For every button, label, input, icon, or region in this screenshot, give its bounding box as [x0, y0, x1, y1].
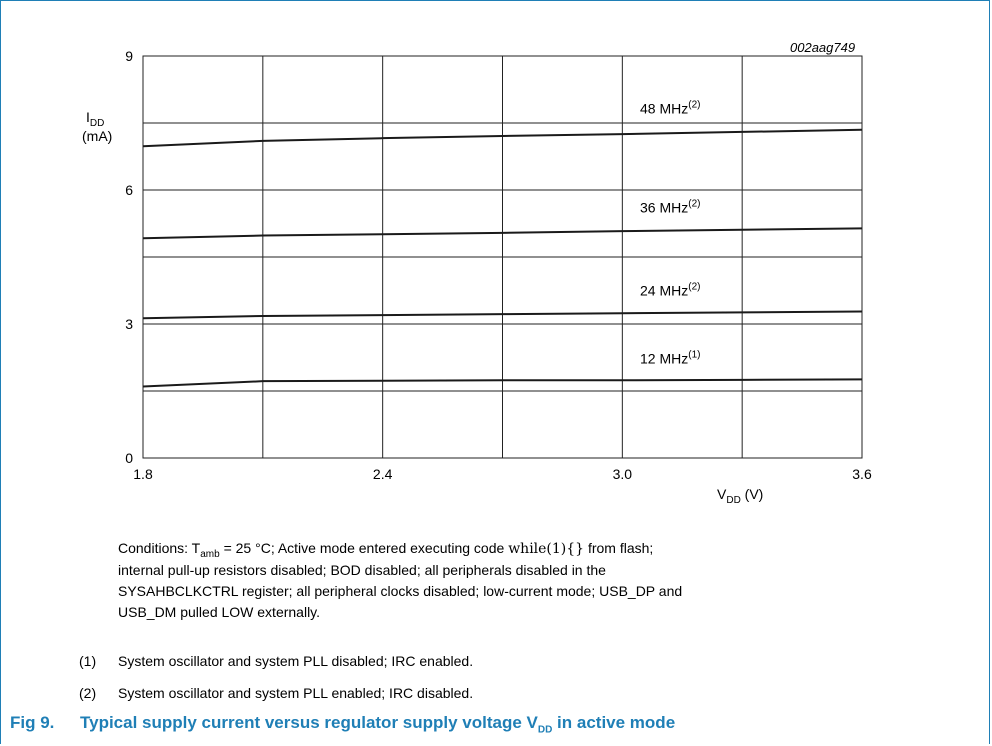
x-tick-label: 2.4	[373, 466, 393, 482]
x-axis-label: VDD (V)	[717, 486, 764, 506]
figure-caption: Fig 9. Typical supply current versus regu…	[10, 713, 676, 736]
series-label: 36 MHz(2)	[640, 198, 700, 215]
series-line-36-mhz	[142, 227, 863, 240]
series-line-24-mhz	[142, 310, 863, 320]
note-1-number: (1)	[79, 653, 97, 669]
y-tick-label: 3	[125, 316, 133, 332]
y-axis-label: IDD	[86, 109, 105, 129]
y-tick-label: 9	[125, 48, 133, 64]
x-tick-label: 3.6	[852, 466, 872, 482]
current-voltage-chart: 1.8 2.4 3.0 3.6 0 3 6 9 48 MHz(2) 36 MHz(2) 24 MHz…	[125, 48, 872, 482]
series-label: 48 MHz(2)	[640, 100, 700, 117]
code-snippet: while(1){}	[508, 541, 585, 557]
series-label: 24 MHz(2)	[640, 281, 700, 298]
figure-id: 002aag749	[790, 40, 856, 55]
chart-series	[142, 128, 863, 388]
chart-labels: 1.8 2.4 3.0 3.6 0 3 6 9 48 MHz(2) 36 MHz(2) 24 MHz…	[125, 48, 872, 482]
x-tick-label: 1.8	[133, 466, 153, 482]
conditions-text: Conditions: Tamb = 25 °C; Active mode en…	[118, 540, 683, 620]
series-label: 12 MHz(1)	[640, 349, 700, 366]
series-line-48-mhz	[142, 128, 863, 148]
caption-number: Fig 9.	[10, 713, 55, 732]
y-tick-label: 6	[125, 182, 133, 198]
y-tick-label: 0	[125, 450, 133, 466]
series-line-12-mhz	[142, 378, 863, 388]
x-tick-label: 3.0	[613, 466, 633, 482]
note-2-text: System oscillator and system PLL enabled…	[118, 685, 474, 701]
note-2-number: (2)	[79, 685, 97, 701]
note-1-text: System oscillator and system PLL disable…	[118, 653, 474, 669]
chart-grid	[142, 55, 863, 459]
y-axis-unit: (mA)	[82, 128, 113, 144]
